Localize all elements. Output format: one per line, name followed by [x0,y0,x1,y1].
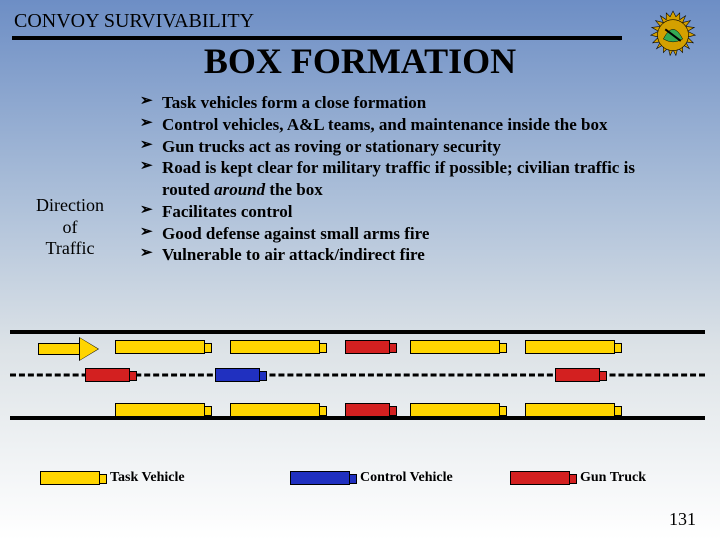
bullet-item: Road is kept clear for military traffic … [140,157,640,201]
vehicle-gun [345,340,390,354]
vehicle-task [525,403,615,417]
legend-swatch-gun [510,471,570,485]
vehicle-gun [85,368,130,382]
unit-emblem-icon [644,10,702,68]
bullet-item: Facilitates control [140,201,640,223]
legend-label-task: Task Vehicle [110,470,185,486]
vehicle-task [410,340,500,354]
vehicle-task [230,403,320,417]
bullet-item: Good defense against small arms fire [140,223,640,245]
legend-swatch-control [290,471,350,485]
vehicle-task [525,340,615,354]
direction-l2: of [30,217,110,239]
page-number: 131 [669,509,696,530]
legend-label-gun: Gun Truck [580,470,646,486]
direction-l1: Direction [30,195,110,217]
bullet-item: Vulnerable to air attack/indirect fire [140,244,640,266]
vehicle-task [410,403,500,417]
legend: Task Vehicle Control Vehicle Gun Truck [40,466,680,496]
bullet-item: Task vehicles form a close formation [140,92,640,114]
vehicle-task [115,340,205,354]
direction-arrow-icon [38,340,98,358]
page-title: BOX FORMATION [0,40,720,82]
vehicle-gun [555,368,600,382]
header-caption: CONVOY SURVIVABILITY [14,10,254,33]
bullet-item: Gun trucks act as roving or stationary s… [140,136,640,158]
bullet-list: Task vehicles form a close formationCont… [140,92,640,266]
direction-of-traffic-label: Direction of Traffic [30,195,110,260]
legend-swatch-task [40,471,100,485]
vehicle-task [115,403,205,417]
vehicle-gun [345,403,390,417]
vehicle-task [230,340,320,354]
direction-l3: Traffic [30,238,110,260]
legend-label-control: Control Vehicle [360,470,453,486]
bullet-item: Control vehicles, A&L teams, and mainten… [140,114,640,136]
vehicle-control [215,368,260,382]
